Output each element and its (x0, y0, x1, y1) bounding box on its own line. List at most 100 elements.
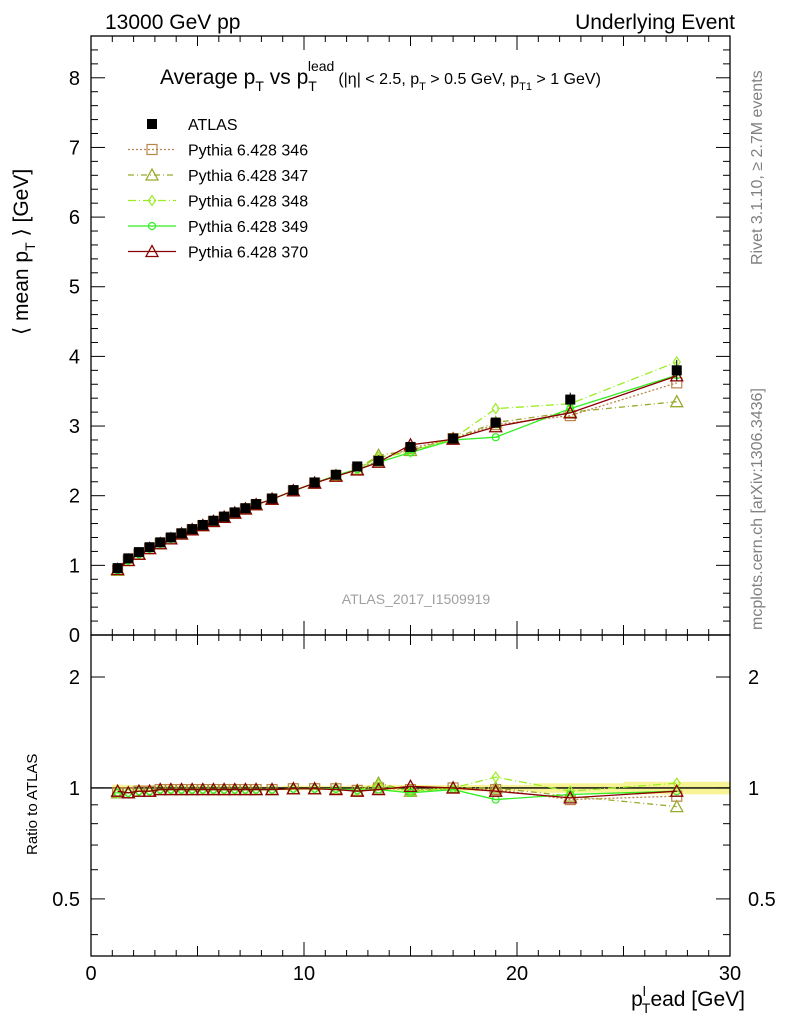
y-tick-label: 7 (69, 137, 80, 159)
x-tick-label: 30 (719, 963, 741, 985)
ratio-point-p370 (328, 782, 344, 796)
ratio-point-p370 (110, 783, 125, 797)
point-data (133, 547, 144, 558)
point-data (112, 563, 123, 574)
y-axis-label: ⟨ mean pT ⟩ [GeV] (10, 169, 38, 335)
point-data (197, 519, 208, 530)
ratio-panel-series (110, 771, 684, 813)
x-tick-label: 20 (506, 963, 528, 985)
ratio-point-p370 (488, 783, 503, 797)
process-label: Underlying Event (575, 11, 735, 34)
ratio-point-p347 (669, 799, 684, 813)
point-data (267, 493, 278, 504)
legend-marker-p370 (144, 244, 160, 258)
ratio-point-p370 (371, 782, 386, 796)
ratio-point-p370 (206, 782, 221, 796)
main-panel-series (110, 355, 684, 577)
point-data (165, 532, 176, 543)
ratio-point-p370 (131, 783, 147, 797)
legend-label: Pythia 6.428 349 (188, 219, 308, 236)
series-line-p347 (117, 401, 677, 571)
rivet-label: Rivet 3.1.10, ≥ 2.7M events (749, 70, 766, 265)
legend-marker-p347 (144, 167, 160, 181)
ratio-y-tick-label: 2 (69, 667, 80, 689)
ratio-point-p370 (238, 782, 253, 796)
point-data (405, 441, 416, 452)
ratio-y-tick-label-right: 2 (748, 667, 759, 689)
ratio-point-p370 (307, 781, 322, 795)
ratio-y-tick-label: 1 (69, 778, 80, 800)
ratio-point-p370 (185, 782, 200, 796)
ratio-line-p370 (117, 785, 677, 799)
legend-marker-p348 (147, 194, 157, 207)
y-tick-label: 0 (69, 625, 80, 647)
y-tick-label: 3 (69, 416, 80, 438)
point-data (176, 528, 187, 539)
y-tick-label: 6 (69, 207, 80, 229)
point-p348 (491, 402, 500, 415)
point-data (309, 477, 320, 488)
ratio-point-p370 (217, 782, 232, 796)
ratio-point-p370 (248, 782, 264, 796)
ratio-point-p347 (488, 780, 503, 794)
point-p370 (563, 405, 578, 419)
ratio-point-p370 (195, 782, 210, 796)
y-tick-label: 1 (69, 555, 80, 577)
point-data (219, 511, 230, 522)
legend-label: Pythia 6.428 347 (188, 168, 308, 185)
point-data (330, 469, 341, 480)
ratio-point-p348 (491, 771, 500, 784)
legend-label: Pythia 6.428 346 (188, 143, 308, 160)
ratio-point-p347 (371, 775, 386, 789)
x-axis-label: pl Tead [GeV] (631, 983, 745, 1016)
ratio-y-tick-label-right: 1 (748, 778, 759, 800)
ratio-point-p370 (350, 783, 365, 797)
series-line-p370 (117, 375, 677, 571)
point-p347 (669, 394, 684, 408)
legend-label: Pythia 6.428 348 (188, 194, 308, 211)
legend-label: ATLAS (188, 117, 238, 134)
ratio-y-tick-label-right: 0.5 (748, 889, 776, 911)
ratio-point-p370 (142, 783, 157, 797)
point-data (155, 537, 166, 548)
ratio-point-p370 (286, 781, 301, 795)
axes: 0 10 20 30 0 1 2 3 4 5 6 7 8 0.5 0.5 1 1 2 2 (52, 35, 776, 985)
series-line-p346 (117, 382, 677, 571)
ratio-point-p348 (566, 785, 575, 798)
main-frame (90, 35, 731, 636)
y-tick-label: 2 (69, 486, 80, 508)
energy-label: 13000 GeV pp (105, 11, 240, 34)
ratio-point-p370 (174, 782, 189, 796)
mcplots-label: mcplots.cern.ch [arXiv:1306.3436] (749, 388, 766, 630)
legend-label: Pythia 6.428 370 (188, 245, 308, 262)
ratio-point-p370 (153, 782, 168, 796)
y-tick-label: 8 (69, 68, 80, 90)
point-data (490, 417, 501, 428)
ratio-y-tick-label: 0.5 (52, 889, 80, 911)
ratio-point-p370 (563, 790, 578, 804)
ratio-point-p370 (227, 782, 242, 796)
point-data (352, 461, 363, 472)
ratio-point-p370 (669, 783, 684, 797)
ratio-point-p370 (446, 780, 461, 794)
point-data (187, 524, 198, 535)
x-tick-label: 10 (293, 963, 315, 985)
legend: ATLAS Pythia 6.428 346 Pythia 6.428 347 Pyt… (128, 117, 308, 262)
ratio-point-p370 (121, 785, 136, 799)
plot-title: Average pT vs pTlead(|η| < 2.5, pT > 0.5… (160, 58, 601, 94)
legend-marker-p346 (146, 143, 158, 156)
point-data (240, 503, 251, 514)
ratio-point-p370 (403, 779, 418, 793)
point-data (229, 507, 240, 518)
point-data (123, 553, 134, 564)
legend-marker-data (147, 119, 157, 129)
point-data (208, 515, 219, 526)
point-data (373, 455, 384, 466)
analysis-id: ATLAS_2017_I1509919 (342, 591, 491, 607)
point-p370 (669, 368, 684, 382)
ratio-frame (90, 634, 731, 957)
ratio-point-p370 (264, 782, 280, 796)
point-data (565, 394, 576, 405)
point-data (671, 365, 682, 376)
